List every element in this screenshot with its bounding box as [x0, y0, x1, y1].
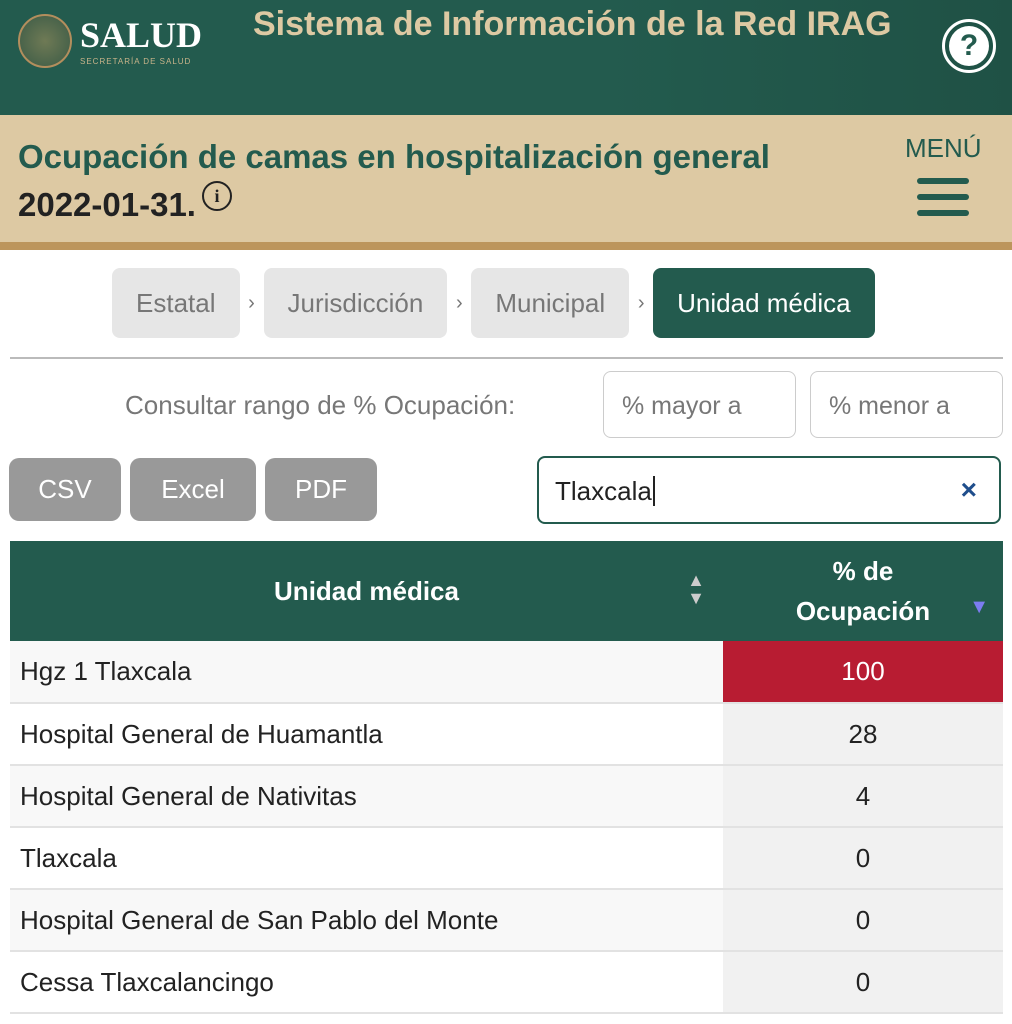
occupancy-value: 100 [723, 641, 1003, 704]
divider [10, 357, 1003, 359]
page-title: Ocupación de camas en hospitalización ge… [18, 133, 878, 229]
unit-name: Tlaxcala [10, 827, 723, 890]
hamburger-icon [917, 178, 970, 216]
chevron-right-icon: › [637, 291, 645, 314]
logo-text: SALUD [80, 14, 203, 55]
seal-icon [18, 14, 72, 68]
occupancy-value: 0 [723, 827, 1003, 890]
app-header: SALUD SECRETARÍA DE SALUD Sistema de Inf… [0, 0, 1012, 115]
chevron-right-icon: › [248, 291, 255, 314]
search-input[interactable]: Tlaxcala × [537, 456, 1001, 524]
app-title: Sistema de Información de la Red IRAG [253, 5, 892, 43]
max-percent-input[interactable]: % menor a [810, 371, 1003, 438]
logo-subtitle: SECRETARÍA DE SALUD [80, 56, 192, 66]
salud-logo[interactable]: SALUD SECRETARÍA DE SALUD [18, 14, 202, 68]
occupancy-table: Unidad médica ▲ ▼ % de Ocupación ▼ Hgz 1 Tl… [10, 541, 1003, 1014]
unit-name: Hospital General de Nativitas [10, 765, 723, 828]
unit-name: Hgz 1 Tlaxcala [10, 641, 723, 704]
breadcrumb: Estatal › Jurisdicción › Municipal › Uni… [112, 268, 875, 338]
range-label: Consultar rango de % Ocupación: [125, 390, 516, 420]
chevron-right-icon: › [455, 291, 463, 314]
breadcrumb-municipal[interactable]: Municipal [471, 268, 630, 338]
sort-icon[interactable]: ▲ ▼ [687, 570, 705, 608]
search-value: Tlaxcala [555, 476, 652, 506]
unit-name: Cessa Tlaxcalancingo [10, 951, 723, 1014]
table-row[interactable]: Cessa Tlaxcalancingo 0 [10, 951, 1003, 1014]
info-icon[interactable]: i [201, 181, 232, 211]
help-icon: ? [949, 26, 989, 66]
help-button[interactable]: ? [942, 19, 996, 73]
breadcrumb-unidad-medica[interactable]: Unidad médica [653, 268, 875, 338]
sort-desc-icon[interactable]: ▼ [969, 596, 989, 618]
unit-name: Hospital General de San Pablo del Monte [10, 889, 723, 952]
breadcrumb-estatal[interactable]: Estatal [112, 268, 240, 338]
clear-search-icon[interactable]: × [960, 474, 977, 505]
occupancy-value: 4 [723, 765, 1003, 828]
table-row[interactable]: Hospital General de Huamantla 28 [10, 703, 1003, 766]
menu-label: MENÚ [905, 133, 982, 163]
csv-button[interactable]: CSV [9, 458, 121, 521]
page-date: 2022-01-31. [18, 186, 196, 223]
column-label: Unidad médica [274, 575, 459, 606]
column-header-ocupacion[interactable]: % de Ocupación ▼ [723, 541, 1003, 641]
column-label: % de Ocupación [795, 556, 931, 626]
unit-name: Hospital General de Huamantla [10, 703, 723, 766]
table-row[interactable]: Tlaxcala 0 [10, 827, 1003, 890]
menu-button[interactable]: MENÚ [905, 133, 982, 226]
table-row[interactable]: Hospital General de San Pablo del Monte 0 [10, 889, 1003, 952]
table-row[interactable]: Hgz 1 Tlaxcala 100 [10, 641, 1003, 704]
page-title-text: Ocupación de camas en hospitalización ge… [18, 138, 770, 175]
occupancy-value: 28 [723, 703, 1003, 766]
page-title-band: Ocupación de camas en hospitalización ge… [0, 115, 1012, 250]
breadcrumb-jurisdiccion[interactable]: Jurisdicción [263, 268, 448, 338]
pdf-button[interactable]: PDF [265, 458, 377, 521]
occupancy-value: 0 [723, 889, 1003, 952]
occupancy-value: 0 [723, 951, 1003, 1014]
column-header-unidad[interactable]: Unidad médica ▲ ▼ [10, 541, 723, 641]
excel-button[interactable]: Excel [130, 458, 256, 521]
min-percent-input[interactable]: % mayor a [603, 371, 796, 438]
table-row[interactable]: Hospital General de Nativitas 4 [10, 765, 1003, 828]
